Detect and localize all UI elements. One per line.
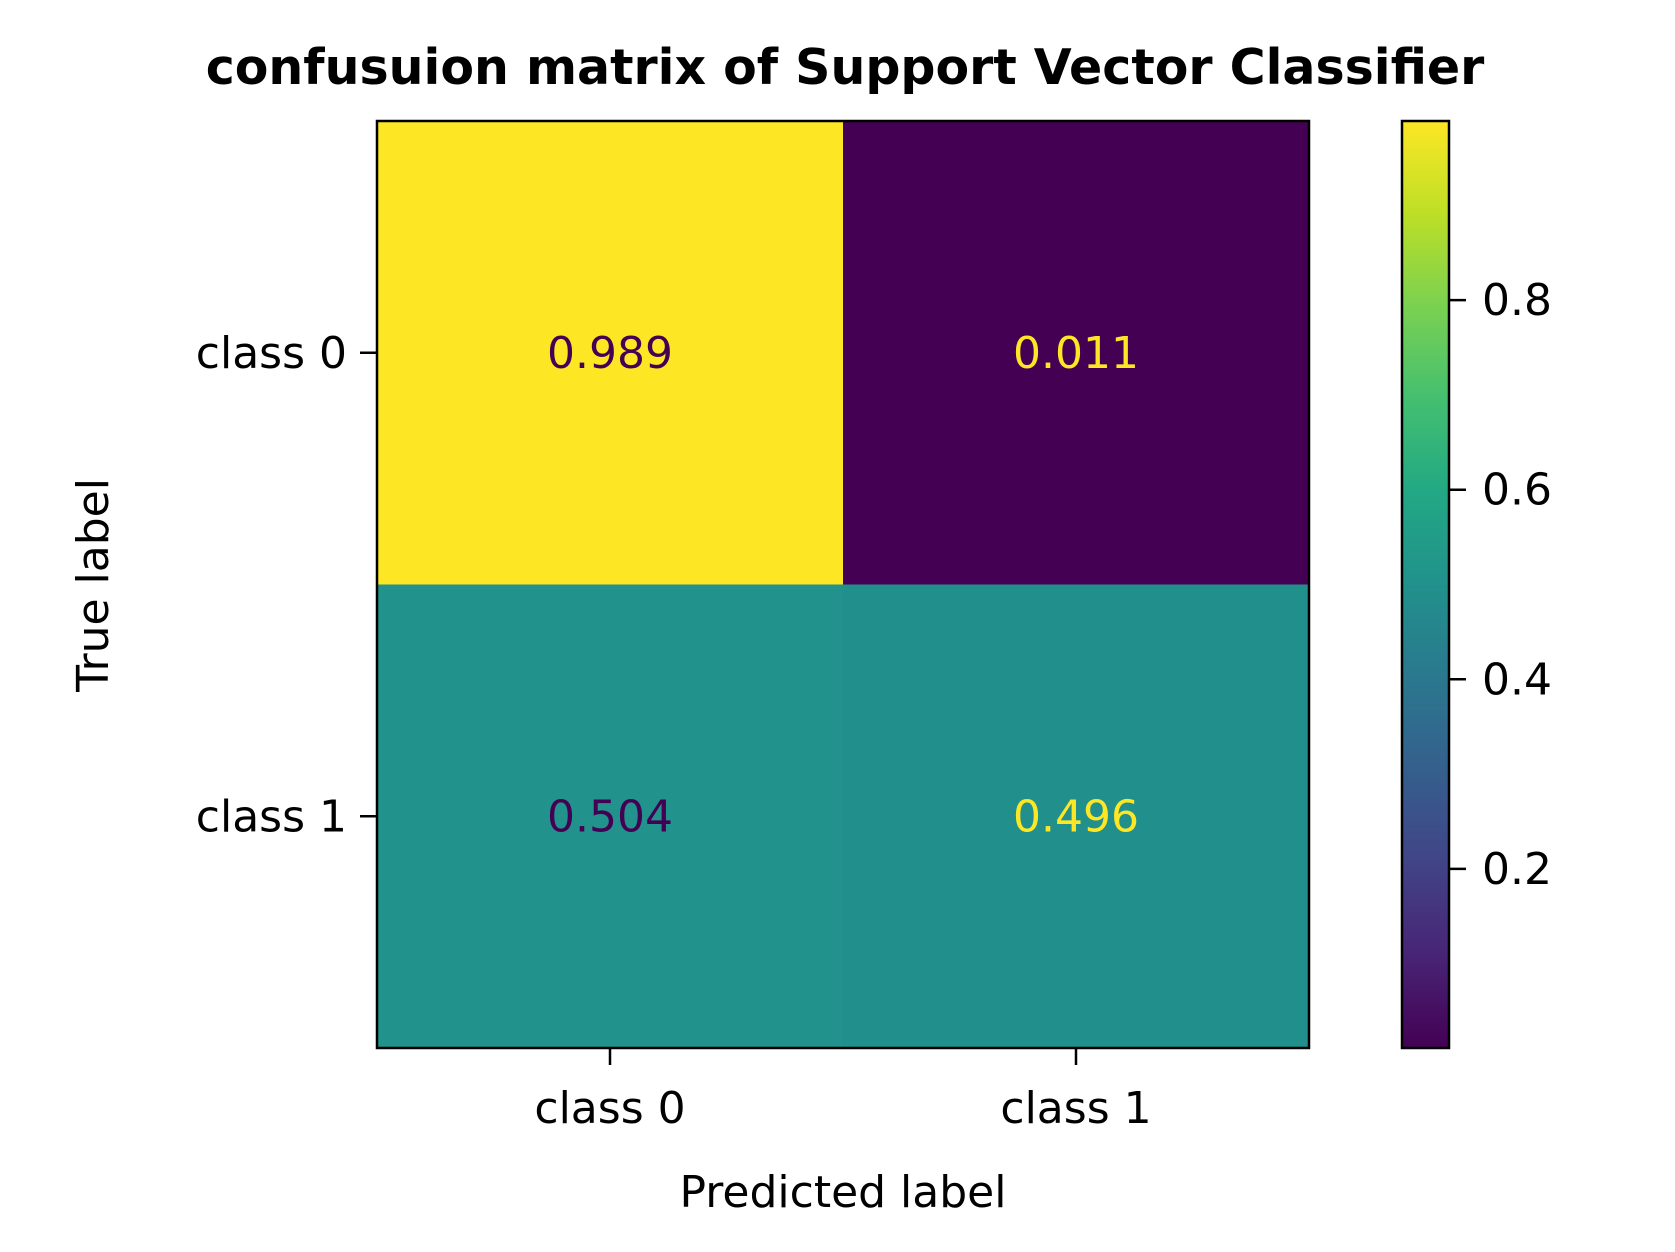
- heatmap-cell-r0-c0: [377, 121, 844, 585]
- cell-value-label-r0-c0: 0.989: [547, 328, 673, 379]
- heatmap-cell-r1-c1: [843, 584, 1310, 1049]
- x-axis-ticks: class 0 class 1: [534, 1048, 1152, 1134]
- colorbar-tick-label: 0.2: [1482, 844, 1552, 895]
- heatmap-cells: [377, 121, 1310, 1049]
- cell-value-label-r0-c1: 0.011: [1013, 328, 1139, 379]
- x-tick-label: class 1: [1000, 1083, 1151, 1134]
- y-tick-label: class 1: [196, 791, 347, 842]
- x-axis-label: Predicted label: [680, 1167, 1007, 1218]
- colorbar-tick-label: 0.6: [1482, 465, 1552, 516]
- y-axis-label: True label: [68, 478, 119, 693]
- heatmap-cell-r1-c0: [377, 584, 844, 1049]
- heatmap-value-labels: 0.989 0.011 0.504 0.496: [547, 328, 1139, 843]
- x-tick-label: class 0: [534, 1083, 685, 1134]
- plot-frame: [375, 119, 1311, 1050]
- cell-value-label-r1-c0: 0.504: [547, 791, 673, 842]
- cell-value-label-r1-c1: 0.496: [1013, 791, 1139, 842]
- colorbar-tick-label: 0.4: [1482, 654, 1552, 705]
- colorbar: [1400, 119, 1451, 1050]
- chart-title: confusuion matrix of Support Vector Clas…: [206, 39, 1485, 96]
- y-axis-ticks: class 0 class 1: [196, 328, 377, 842]
- colorbar-tick-label: 0.8: [1482, 275, 1552, 326]
- heatmap-cell-r0-c1: [843, 121, 1310, 585]
- y-tick-label: class 0: [196, 328, 347, 379]
- colorbar-ticks: 0.2 0.4 0.6 0.8: [1449, 275, 1552, 895]
